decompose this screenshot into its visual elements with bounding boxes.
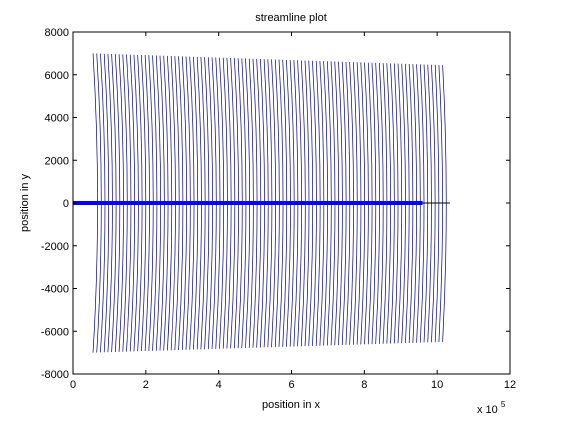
y-tick-label: -4000 — [41, 284, 69, 296]
x-tick-label: 4 — [216, 379, 222, 391]
x-tick-label: 0 — [70, 379, 76, 391]
x-tick-label: 6 — [288, 379, 294, 391]
chart-title: streamline plot — [255, 12, 327, 24]
y-tick-label: -2000 — [41, 241, 69, 253]
x-axis-multiplier-exponent: 5 — [501, 400, 506, 409]
y-tick-label: 8000 — [45, 27, 69, 39]
x-tick-label: 8 — [361, 379, 367, 391]
y-tick-label: 0 — [63, 198, 69, 210]
y-tick-label: 6000 — [45, 70, 69, 82]
x-axis-label: position in x — [262, 399, 321, 411]
plot-area — [73, 32, 510, 374]
y-tick-label: -8000 — [41, 369, 69, 381]
y-axis-label: position in y — [19, 173, 31, 232]
y-tick-label: -6000 — [41, 326, 69, 338]
y-tick-label: 2000 — [45, 155, 69, 167]
y-tick-label: 4000 — [45, 113, 69, 125]
x-tick-label: 2 — [143, 379, 149, 391]
x-tick-label: 12 — [504, 379, 516, 391]
x-tick-label: 10 — [431, 379, 443, 391]
x-axis-multiplier-base: x 10 — [477, 404, 498, 416]
